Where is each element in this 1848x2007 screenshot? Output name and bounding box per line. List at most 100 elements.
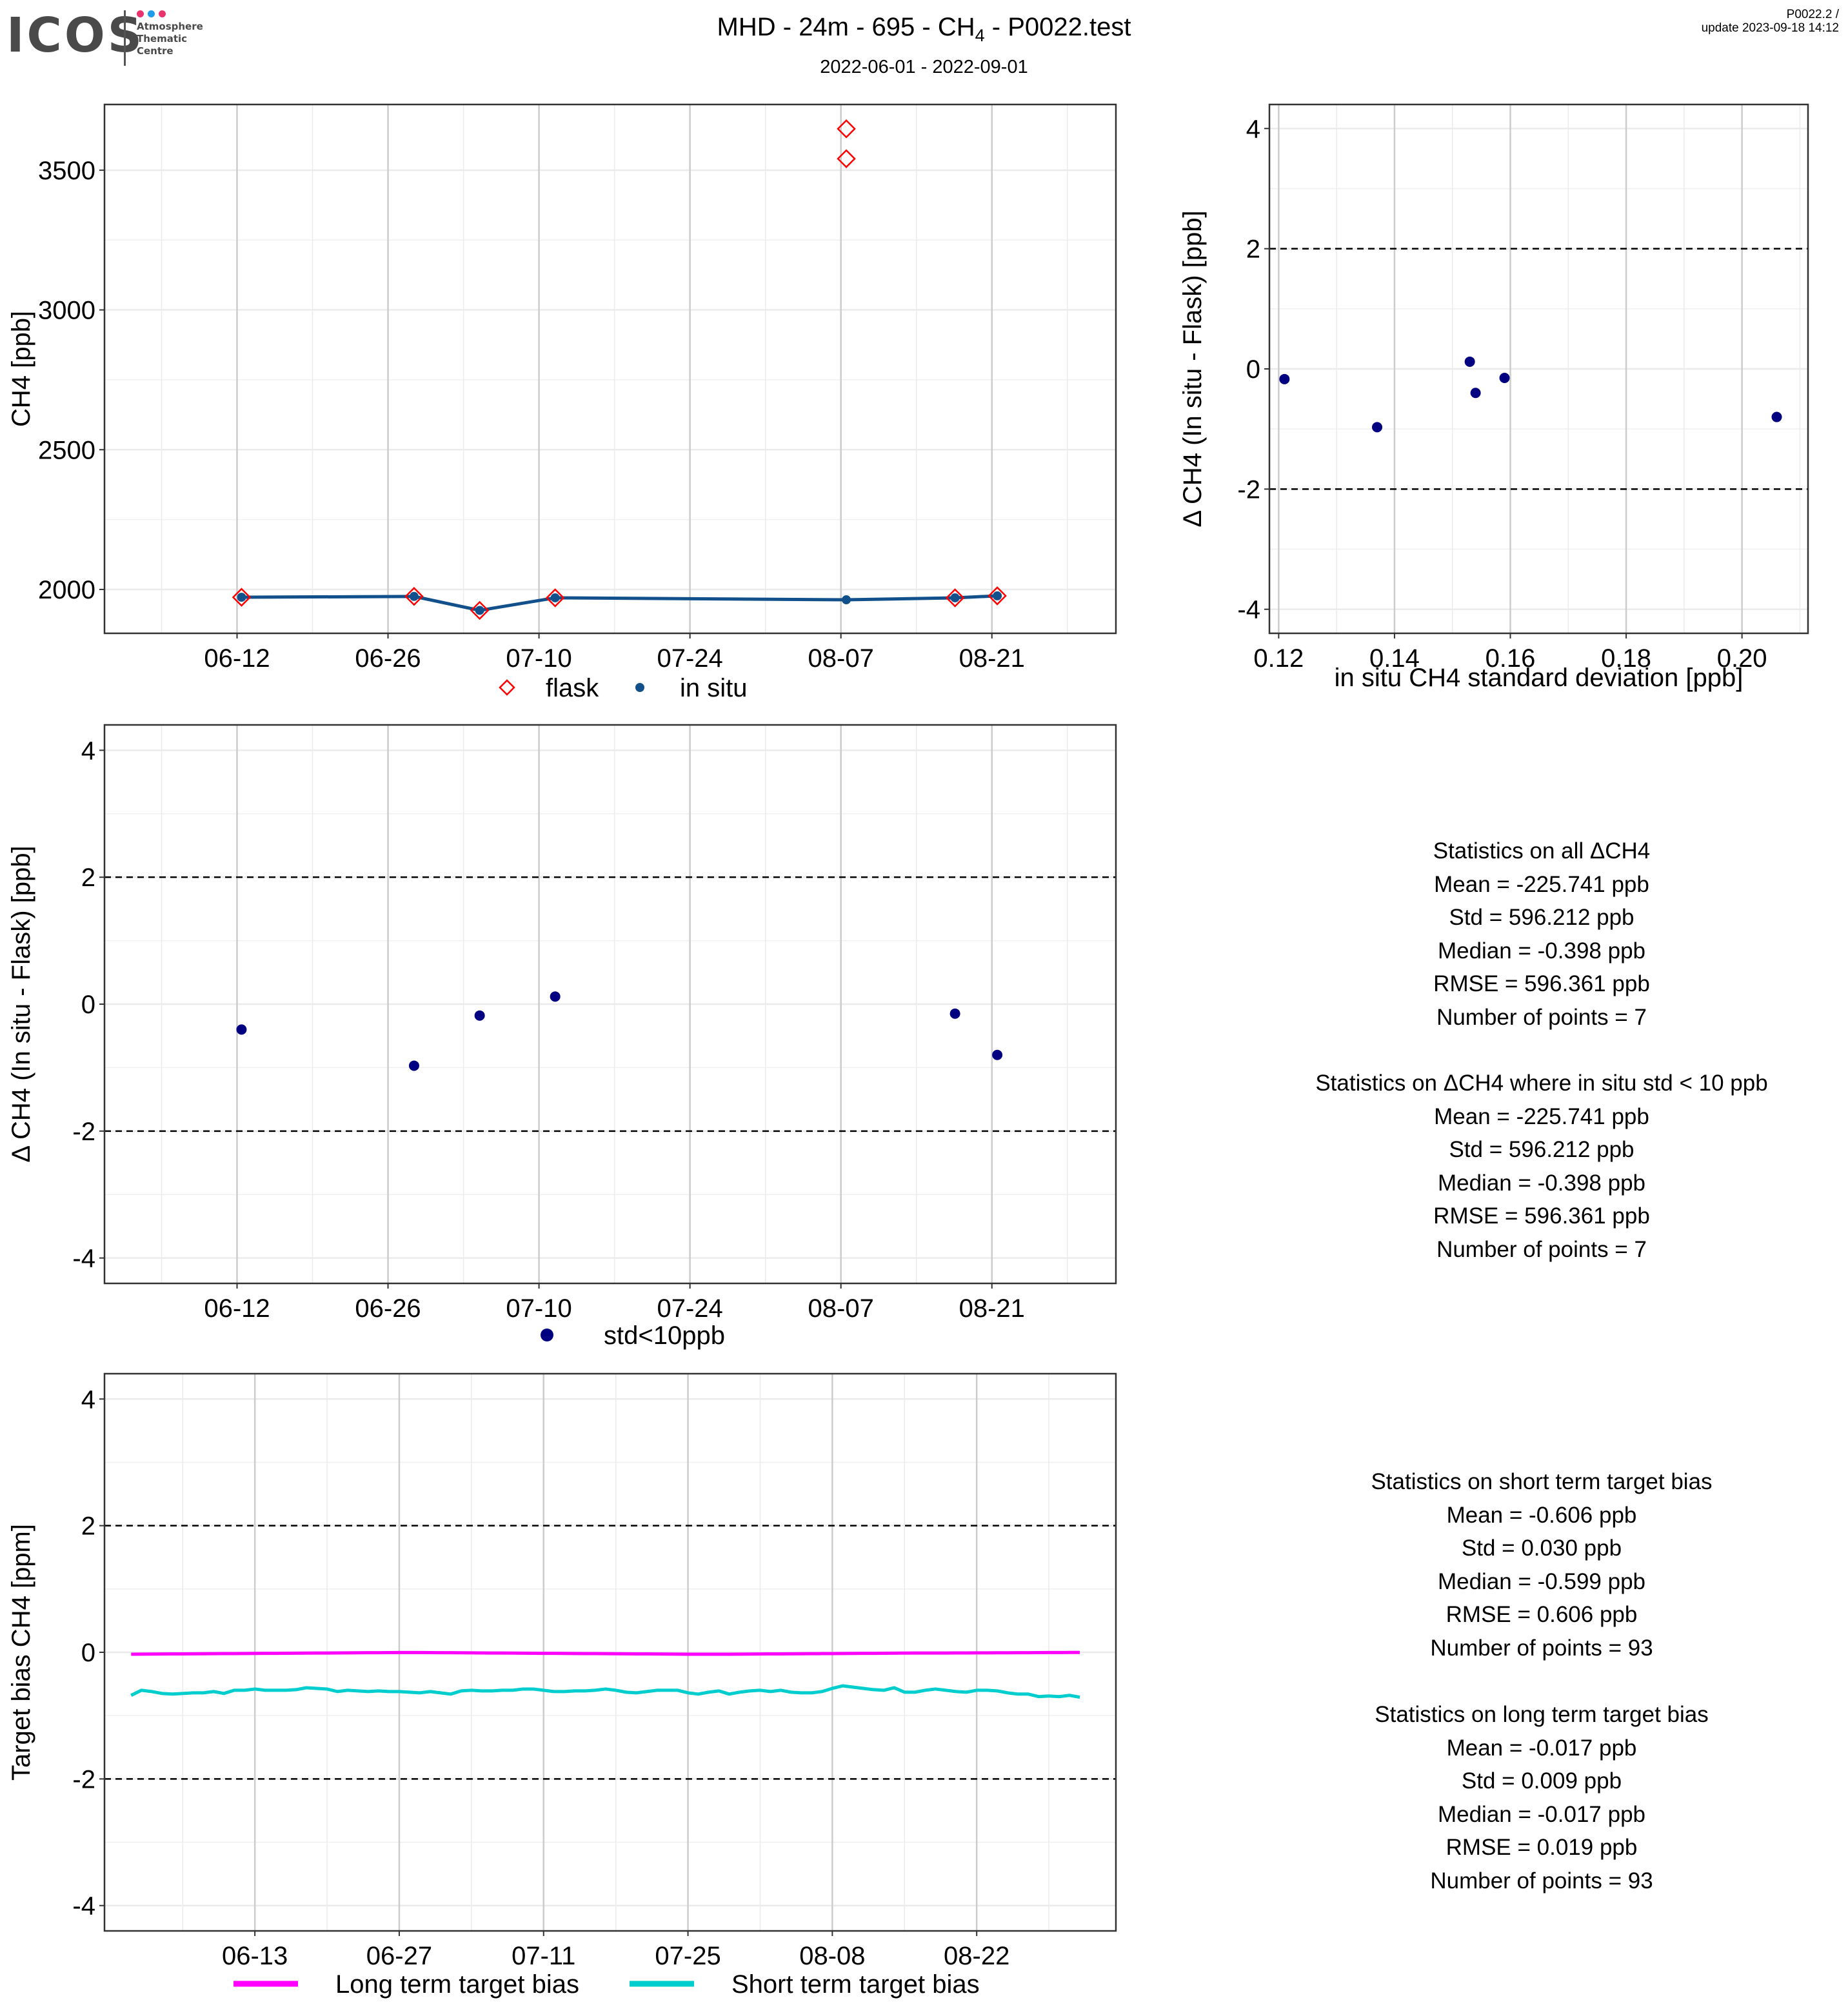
delta-time-y-tick-label: -2 [72,1118,95,1146]
scatter-point [1464,356,1475,367]
stats-title: Statistics on ΔCH4 where in situ std < 1… [1315,1071,1768,1096]
target-bias-x-tick-label: 06-27 [366,1942,432,1970]
flask-marker [545,588,565,608]
delta-time-x-tick-label: 07-10 [506,1294,571,1323]
title-suffix: - P0022.test [984,13,1131,41]
insitu-point [550,593,560,602]
scatter-std-x-tick-label: 0.12 [1253,644,1304,673]
timeseries-x-tick-label: 08-07 [808,644,874,673]
scatter-std-x-tick-label: 0.18 [1601,644,1651,673]
stats-line: RMSE = 0.606 ppb [1446,1602,1638,1627]
scatter-std-y-tick-label: -4 [1237,596,1260,624]
target-bias-y-tick-label: -4 [72,1892,95,1921]
target-bias-border [103,1372,1117,1932]
insitu-point [993,591,1002,600]
flask-marker [945,588,965,608]
insitu-point [950,593,960,602]
delta-point [236,1024,247,1035]
insitu-point [842,595,851,604]
stats-line: Median = -0.599 ppb [1437,1568,1646,1594]
legend-label-flask: flask [546,674,599,702]
icos-logo: ICOS [6,8,145,63]
stats-title: Statistics on all ΔCH4 [1433,838,1651,864]
stats-line: Number of points = 7 [1436,1236,1647,1262]
scatter-point [1499,372,1510,383]
target-bias-y-tick-label: 2 [81,1512,95,1541]
legend-marker-std [541,1329,553,1341]
delta-time-x-tick-label: 06-26 [355,1294,421,1323]
stats-line: RMSE = 596.361 ppb [1433,971,1650,996]
scatter-std-y-tick-label: -2 [1237,475,1260,504]
flask-marker [404,587,424,606]
target-bias-x-tick-label: 06-13 [222,1942,288,1970]
flask-marker [988,586,1007,606]
timeseries-border [103,103,1117,635]
stats-line: RMSE = 596.361 ppb [1433,1203,1650,1229]
stats-line: Number of points = 7 [1436,1004,1647,1030]
stats-line: Mean = -225.741 ppb [1434,1103,1649,1129]
scatter-std-y-tick-label: 2 [1246,235,1260,264]
stats-line: Std = 596.212 ppb [1449,1137,1634,1162]
target-bias-x-tick-label: 07-25 [655,1942,720,1970]
target-bias-y-tick-label: 0 [81,1639,95,1667]
delta-point [992,1049,1003,1060]
short-term-bias-line [130,1684,1080,1699]
version-line: P0022.2 / [1786,8,1839,21]
target-bias-y-axis-label: Target bias CH4 [ppm] [7,1524,35,1781]
version-info: P0022.2 / update 2023-09-18 14:12 [1702,8,1839,35]
timeseries-chart: 2000 2500 3000 3500 06-12 06-26 07-10 07-24 08-0… [7,103,1117,702]
scatter-std-x-tick-label: 0.20 [1717,644,1767,673]
target-bias-x-tick-label: 08-22 [944,1942,1009,1970]
delta-time-y-tick-label: 0 [81,991,95,1019]
timeseries-y-tick-label: 3000 [38,297,95,325]
insitu-point [237,593,246,602]
stats-short-term: Statistics on short term target bias Mea… [1258,1465,1825,1665]
scatter-std-x-tick-label: 0.16 [1485,644,1536,673]
stats-line: RMSE = 0.019 ppb [1446,1835,1638,1860]
scatter-std-x-axis-label: in situ CH4 standard deviation [ppb] [1335,664,1744,692]
scatter-std-border [1268,103,1809,635]
delta-point [949,1008,960,1019]
scatter-point [1372,422,1382,433]
logo-dot [137,10,144,17]
delta-time-border [103,724,1117,1285]
legend-marker-insitu [635,683,644,692]
stats-line: Std = 596.212 ppb [1449,905,1634,930]
long-term-bias-line [131,1650,1080,1656]
legend-label-short-term: Short term target bias [731,1970,980,1999]
legend-label-insitu: in situ [680,674,748,702]
delta-time-y-tick-label: 2 [81,864,95,892]
stats-line: Number of points = 93 [1430,1635,1653,1661]
delta-time-y-tick-label: -4 [72,1245,95,1273]
target-bias-legend: Long term target bias Short term target b… [233,1970,980,1999]
flask-marker [837,149,856,168]
logo-subtitle: Atmosphere Thematic Centre [137,21,203,57]
stats-line: Mean = -0.017 ppb [1446,1735,1637,1761]
logo-dots-icon [137,10,166,17]
logo-subtitle-line: Atmosphere [137,21,203,32]
delta-time-chart: -4 -2 0 2 4 06-12 06-26 07-10 07-24 08-07 08-21 Δ C… [7,724,1117,1350]
timeseries-y-tick-label: 2500 [38,436,95,464]
timeseries-x-tick-label: 06-26 [355,644,421,673]
stats-line: Mean = -0.606 ppb [1446,1502,1637,1528]
target-bias-x-tick-label: 07-11 [512,1942,575,1970]
delta-point [408,1060,419,1071]
delta-time-y-axis-label: Δ CH4 (In situ - Flask) [ppb] [7,845,35,1162]
delta-point [474,1010,485,1021]
timeseries-y-tick-label: 2000 [38,576,95,604]
legend-label-long-term: Long term target bias [335,1970,579,1999]
delta-time-y-tick-label: 4 [81,737,95,765]
timeseries-legend: flask in situ [499,674,748,702]
logo-subtitle-line: Centre [137,45,174,57]
insitu-point [475,606,484,615]
scatter-std-y-tick-label: 0 [1246,355,1260,384]
timeseries-x-tick-label: 08-21 [959,644,1025,673]
target-bias-x-tick-label: 08-08 [799,1942,865,1970]
stats-line: Median = -0.398 ppb [1437,1170,1646,1196]
timeseries-x-tick-label: 06-12 [204,644,270,673]
delta-point [550,991,561,1002]
delta-time-legend: std<10ppb [541,1321,725,1350]
stats-filtered: Statistics on ΔCH4 where in situ std < 1… [1258,1067,1825,1266]
stats-line: Std = 0.009 ppb [1461,1768,1622,1794]
title-subscript: 4 [975,26,985,45]
